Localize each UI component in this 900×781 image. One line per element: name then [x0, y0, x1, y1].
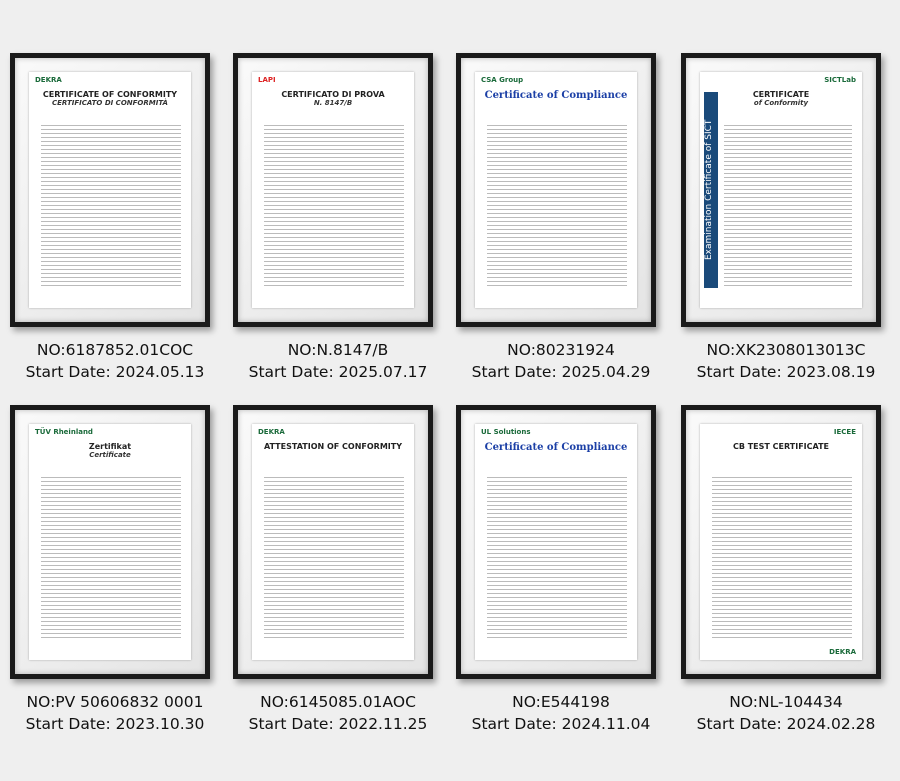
frame-mat: CSA Group Certificate of Compliance — [461, 58, 651, 322]
certificate-title: CB TEST CERTIFICATE — [732, 442, 830, 451]
certificate-body-text — [264, 122, 404, 288]
certificate-frame[interactable]: TÜV Rheinland Zertifikat Certificate — [10, 405, 210, 679]
certificate-frame[interactable]: Examination Certificate of SICT SICTLab … — [681, 53, 881, 327]
certificate-title: CERTIFICATO DI PROVA — [281, 90, 385, 99]
certificate-image: DEKRA ATTESTATION OF CONFORMITY — [252, 424, 414, 660]
certificate-number: NO:E544198 — [512, 693, 610, 711]
certificate-number: NO:6187852.01COC — [36, 341, 194, 359]
issuer-logo: CSA Group — [481, 76, 524, 84]
footer-logo: DEKRA — [829, 648, 856, 656]
certificate-title: Certificate of Compliance — [484, 442, 628, 453]
certificate-number: NO:6145085.01AOC — [260, 693, 416, 711]
certificate-body-text — [41, 122, 181, 288]
certificate-image: TÜV Rheinland Zertifikat Certificate — [29, 424, 191, 660]
certificate-number: NO:N.8147/B — [287, 341, 389, 359]
certificate-title: Zertifikat — [88, 442, 132, 451]
frame-mat: Examination Certificate of SICT SICTLab … — [686, 58, 876, 322]
certificate-body-text — [712, 474, 852, 640]
issuer-logo: SICTLab — [824, 76, 856, 84]
certificate-image: Examination Certificate of SICT SICTLab … — [700, 72, 862, 308]
issuer-logo: TÜV Rheinland — [35, 428, 93, 436]
issuer-logo: DEKRA — [258, 428, 285, 436]
certificate-body-text — [264, 474, 404, 640]
frame-mat: LAPI CERTIFICATO DI PROVA N. 8147/B — [238, 58, 428, 322]
certificate-start-date: Start Date: 2025.04.29 — [471, 363, 651, 381]
certificate-frame[interactable]: LAPI CERTIFICATO DI PROVA N. 8147/B — [233, 53, 433, 327]
certificate-frame[interactable]: UL Solutions Certificate of Compliance — [456, 405, 656, 679]
certificate-subtitle: N. 8147/B — [313, 99, 353, 107]
frame-mat: DEKRA ATTESTATION OF CONFORMITY — [238, 410, 428, 674]
certificate-subtitle: of Conformity — [753, 99, 809, 107]
certificate-start-date: Start Date: 2023.10.30 — [25, 715, 205, 733]
certificate-start-date: Start Date: 2025.07.17 — [248, 363, 428, 381]
certificate-number: NO:PV 50606832 0001 — [26, 693, 204, 711]
certificate-frame[interactable]: DEKRA CERTIFICATE OF CONFORMITY CERTIFIC… — [10, 53, 210, 327]
certificate-number: NO:NL-104434 — [729, 693, 843, 711]
certificate-start-date: Start Date: 2024.11.04 — [471, 715, 651, 733]
certificate-title: CERTIFICATE OF CONFORMITY — [42, 90, 178, 99]
certificate-body-text — [41, 474, 181, 640]
certificate-subtitle: Certificate — [89, 451, 131, 459]
issuer-logo: UL Solutions — [481, 428, 531, 436]
certificate-image: IECEE CB TEST CERTIFICATE DEKRA — [700, 424, 862, 660]
certificate-title: CERTIFICATE — [752, 90, 810, 99]
certificate-image: UL Solutions Certificate of Compliance — [475, 424, 637, 660]
certificate-body-text — [487, 474, 627, 640]
frame-mat: IECEE CB TEST CERTIFICATE DEKRA — [686, 410, 876, 674]
certificate-title: ATTESTATION OF CONFORMITY — [263, 442, 403, 451]
certificate-title: Certificate of Compliance — [484, 90, 628, 101]
issuer-logo: IECEE — [833, 428, 856, 436]
certificate-number: NO:XK2308013013C — [706, 341, 866, 359]
issuer-logo: DEKRA — [35, 76, 62, 84]
frame-mat: TÜV Rheinland Zertifikat Certificate — [15, 410, 205, 674]
certificate-side-title: Examination Certificate of SICT — [704, 92, 718, 288]
frame-mat: DEKRA CERTIFICATE OF CONFORMITY CERTIFIC… — [15, 58, 205, 322]
certificate-image: CSA Group Certificate of Compliance — [475, 72, 637, 308]
certificate-subtitle: CERTIFICATO DI CONFORMITÀ — [52, 99, 168, 107]
certificate-frame[interactable]: IECEE CB TEST CERTIFICATE DEKRA — [681, 405, 881, 679]
certificate-number: NO:80231924 — [507, 341, 615, 359]
certificate-image: DEKRA CERTIFICATE OF CONFORMITY CERTIFIC… — [29, 72, 191, 308]
certificate-start-date: Start Date: 2024.02.28 — [696, 715, 876, 733]
certificate-start-date: Start Date: 2023.08.19 — [696, 363, 876, 381]
certificate-frame[interactable]: CSA Group Certificate of Compliance — [456, 53, 656, 327]
certificate-image: LAPI CERTIFICATO DI PROVA N. 8147/B — [252, 72, 414, 308]
certificate-body-text — [487, 122, 627, 288]
certificate-body-text — [724, 122, 852, 288]
certificate-frame[interactable]: DEKRA ATTESTATION OF CONFORMITY — [233, 405, 433, 679]
issuer-logo: LAPI — [258, 76, 276, 84]
certificate-start-date: Start Date: 2022.11.25 — [248, 715, 428, 733]
certificate-start-date: Start Date: 2024.05.13 — [25, 363, 205, 381]
frame-mat: UL Solutions Certificate of Compliance — [461, 410, 651, 674]
